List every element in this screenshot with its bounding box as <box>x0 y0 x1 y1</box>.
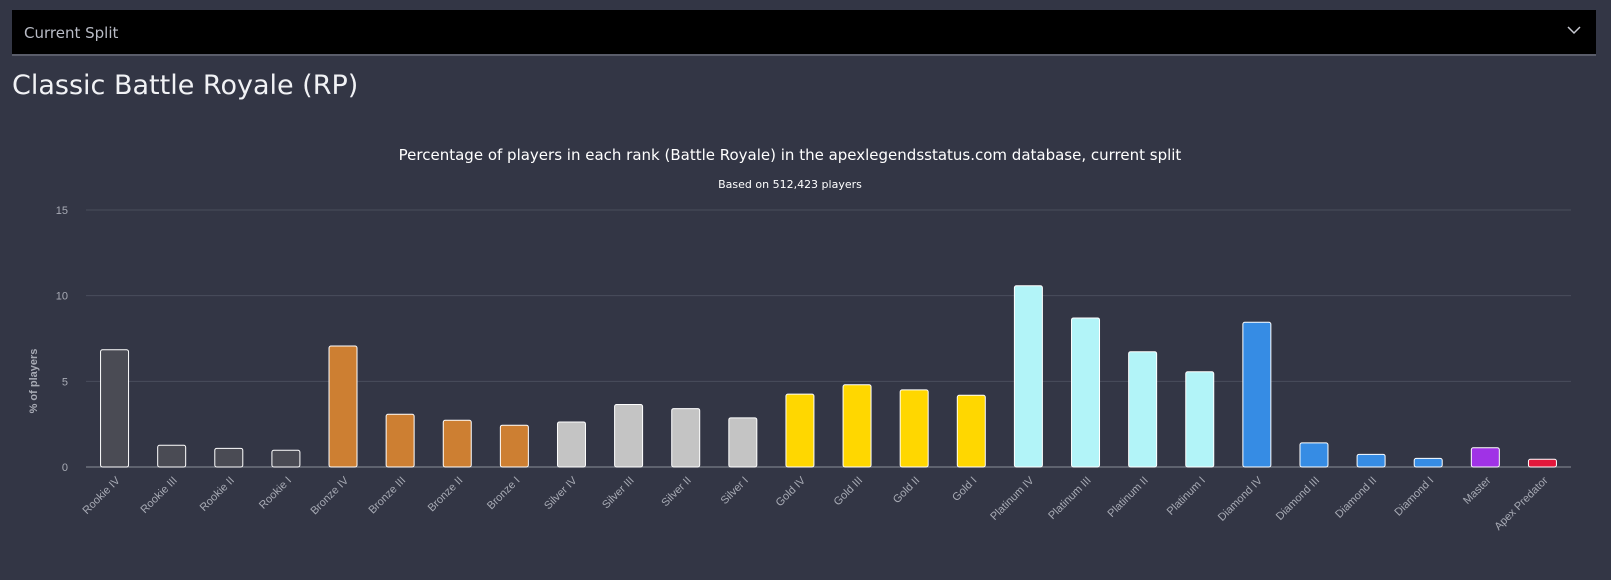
x-tick-label: Bronze II <box>426 475 466 515</box>
y-tick-label: 0 <box>62 462 68 474</box>
chart-title: Percentage of players in each rank (Batt… <box>399 146 1182 164</box>
bar-bronze-ii[interactable] <box>442 419 472 468</box>
x-tick-label: Silver III <box>600 475 637 512</box>
bar-rookie-iii[interactable] <box>157 444 187 468</box>
x-tick-label: Platinum IV <box>988 474 1037 523</box>
x-tick-label: Bronze III <box>366 475 408 517</box>
bar-diamond-iii[interactable] <box>1299 442 1329 468</box>
y-tick-label: 15 <box>56 205 68 217</box>
x-tick-label: Platinum I <box>1165 475 1208 518</box>
x-tick-label: Gold III <box>832 475 866 509</box>
bar-bronze-i[interactable] <box>499 424 529 468</box>
x-tick-label: Bronze IV <box>308 474 351 517</box>
bar-silver-i[interactable] <box>728 417 758 468</box>
bar-gold-ii[interactable] <box>899 389 929 468</box>
x-tick-label: Platinum II <box>1106 475 1151 520</box>
bar-silver-iv[interactable] <box>556 421 586 468</box>
bar-apex-predator[interactable] <box>1527 458 1557 468</box>
x-tick-label: Platinum III <box>1046 475 1093 522</box>
y-tick-label: 5 <box>62 376 68 388</box>
bar-platinum-iii[interactable] <box>1071 317 1101 468</box>
bar-silver-ii[interactable] <box>671 408 701 468</box>
split-dropdown[interactable]: Current Split <box>12 10 1596 56</box>
bar-platinum-i[interactable] <box>1185 371 1215 468</box>
x-tick-label: Rookie IV <box>80 474 123 517</box>
x-tick-label: Gold IV <box>774 474 809 509</box>
bar-diamond-iv[interactable] <box>1242 321 1272 468</box>
bar-platinum-ii[interactable] <box>1128 351 1158 468</box>
bar-bronze-iv[interactable] <box>328 345 358 468</box>
x-tick-label: Diamond II <box>1333 475 1379 521</box>
x-tick-label: Bronze I <box>485 475 522 512</box>
x-tick-label: Diamond IV <box>1216 474 1266 524</box>
page-title: Classic Battle Royale (RP) <box>12 70 359 101</box>
x-tick-label: Master <box>1461 474 1493 506</box>
bar-gold-iii[interactable] <box>842 384 872 468</box>
x-tick-label: Rookie III <box>138 475 179 516</box>
bar-gold-i[interactable] <box>956 394 986 468</box>
x-tick-label: Diamond III <box>1274 475 1322 523</box>
bar-gold-iv[interactable] <box>785 393 815 468</box>
x-tick-label: Rookie II <box>198 475 237 514</box>
x-tick-label: Apex Predator <box>1492 474 1550 532</box>
x-tick-label: Silver II <box>659 475 693 509</box>
bar-master[interactable] <box>1470 447 1500 468</box>
bar-diamond-i[interactable] <box>1413 457 1443 468</box>
x-tick-label: Gold II <box>891 475 922 506</box>
y-tick-label: 10 <box>56 291 68 303</box>
rank-distribution-chart: Percentage of players in each rank (Batt… <box>28 146 1571 533</box>
split-dropdown-value: Current Split <box>24 24 119 42</box>
bar-rookie-iv[interactable] <box>100 349 130 468</box>
x-tick-label: Silver I <box>719 475 751 507</box>
x-tick-label: Silver IV <box>542 474 580 512</box>
bar-bronze-iii[interactable] <box>385 413 415 468</box>
chart-subtitle: Based on 512,423 players <box>718 178 862 191</box>
x-tick-label: Gold I <box>950 475 979 504</box>
y-axis-label: % of players <box>28 349 40 414</box>
bar-diamond-ii[interactable] <box>1356 453 1386 468</box>
x-tick-label: Diamond I <box>1392 475 1436 519</box>
bar-platinum-iv[interactable] <box>1013 285 1043 468</box>
bar-rookie-ii[interactable] <box>214 447 244 468</box>
bar-silver-iii[interactable] <box>614 403 644 468</box>
bar-rookie-i[interactable] <box>271 449 301 468</box>
x-tick-label: Rookie I <box>257 475 294 512</box>
chevron-down-icon <box>1567 26 1581 35</box>
